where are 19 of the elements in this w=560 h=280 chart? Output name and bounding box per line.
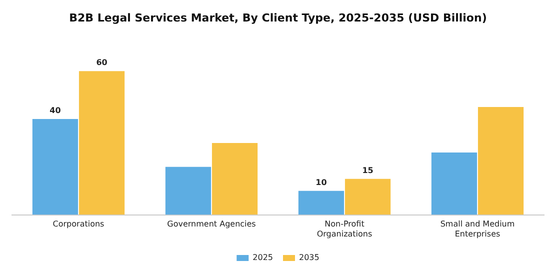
x-tick-label: Corporations bbox=[52, 220, 104, 229]
legend-label: 2025 bbox=[252, 253, 273, 262]
bar bbox=[344, 178, 391, 215]
bar bbox=[32, 119, 78, 215]
data-label: 60 bbox=[96, 58, 108, 68]
x-tick-label: Government Agencies bbox=[167, 220, 256, 229]
chart-title: B2B Legal Services Market, By Client Type, 2025-2035 (USD Billion) bbox=[69, 11, 487, 24]
bar bbox=[478, 107, 524, 215]
x-tick-label: Non-Profit Organizations bbox=[316, 220, 372, 238]
bar bbox=[212, 142, 258, 215]
data-label: 15 bbox=[362, 166, 374, 175]
data-label: 10 bbox=[316, 178, 328, 187]
bar bbox=[165, 166, 212, 215]
legend-label: 2035 bbox=[299, 253, 320, 262]
x-tick-label: Small and Medium Enterprises bbox=[440, 220, 515, 238]
bar bbox=[298, 190, 344, 215]
data-label: 40 bbox=[50, 106, 62, 116]
bar bbox=[431, 152, 478, 215]
bar bbox=[78, 71, 125, 215]
